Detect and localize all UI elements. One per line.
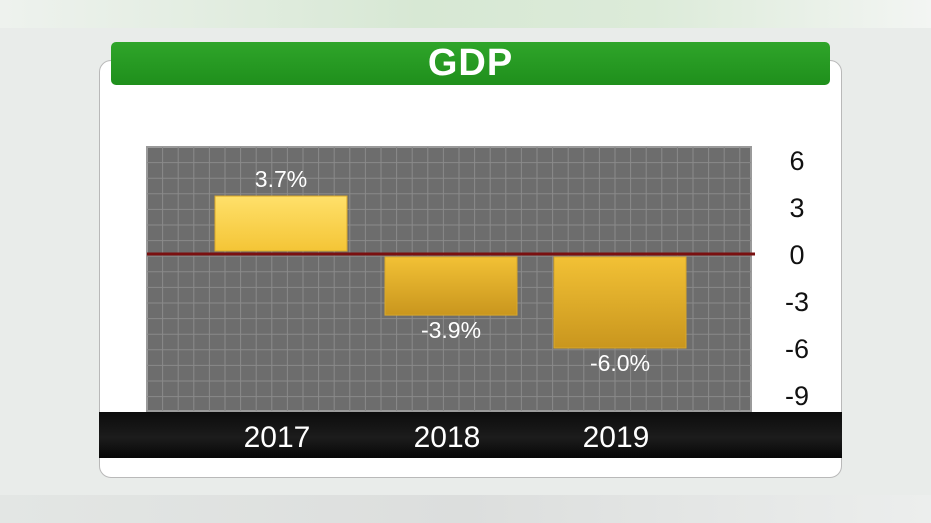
bar-2019 (553, 256, 687, 349)
chart-title: GDP (427, 42, 514, 84)
y-tick-label: -9 (785, 381, 809, 411)
background-bottom-band (0, 495, 931, 523)
background-top-band (0, 0, 931, 28)
chart-title-bar: GDP (111, 42, 830, 85)
y-tick-label: -3 (785, 287, 809, 317)
x-axis-strip (99, 412, 842, 458)
y-tick-label: 6 (789, 146, 804, 176)
y-tick-label: 0 (789, 240, 804, 270)
bar-2017 (214, 195, 348, 252)
x-tick-label-2017: 2017 (244, 421, 311, 454)
y-tick-label: -6 (785, 334, 809, 364)
y-tick-label: 3 (789, 193, 804, 223)
data-label-2019: -6.0% (590, 350, 650, 376)
x-tick-label-2018: 2018 (414, 421, 481, 454)
x-tick-label-2019: 2019 (583, 421, 650, 454)
bar-2018 (384, 256, 518, 316)
data-label-2017: 3.7% (255, 166, 307, 192)
data-label-2018: -3.9% (421, 317, 481, 343)
